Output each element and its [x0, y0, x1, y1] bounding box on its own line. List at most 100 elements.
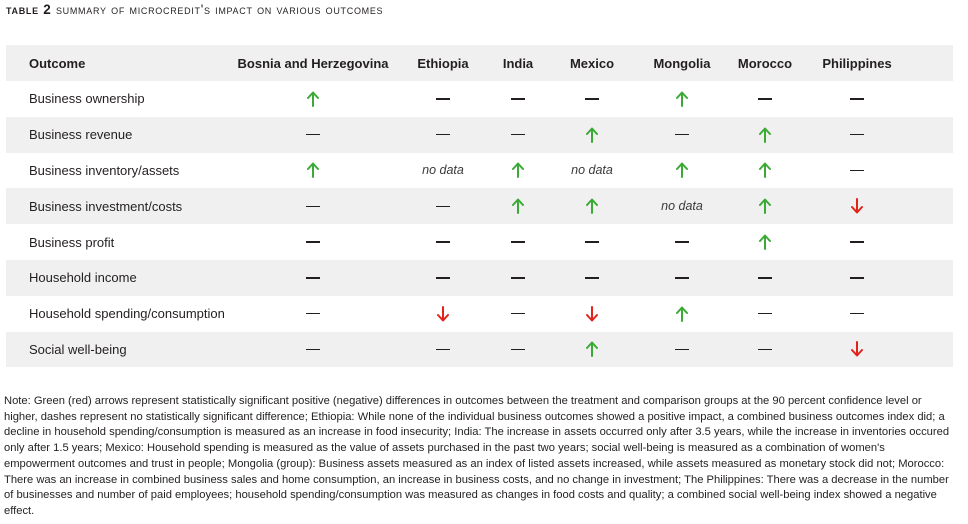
- no-effect-cell: [238, 260, 388, 296]
- dash-icon: [306, 348, 320, 351]
- table-row: Business investment/costs no data: [6, 188, 953, 225]
- impact-table: Outcome Bosnia and Herzegovina Ethiopia Ind…: [6, 45, 953, 368]
- dash-icon: [511, 312, 525, 315]
- dash-icon: [511, 241, 525, 243]
- dash-icon: [850, 312, 864, 315]
- up-arrow-icon: [759, 127, 771, 143]
- positive-effect-cell: [548, 117, 636, 153]
- no-effect-cell: [802, 117, 912, 153]
- down-arrow-icon: [851, 198, 863, 214]
- no-data-label: no data: [571, 163, 613, 178]
- no-effect-cell: [488, 81, 548, 117]
- no-effect-cell: [802, 260, 912, 296]
- no-effect-cell: [548, 260, 636, 296]
- no-data-cell: no data: [398, 153, 488, 189]
- dash-icon: [511, 134, 525, 136]
- positive-effect-cell: [548, 332, 636, 368]
- dash-icon: [850, 277, 864, 279]
- up-arrow-icon: [759, 234, 771, 251]
- down-arrow-icon: [437, 305, 449, 322]
- dash-icon: [850, 98, 864, 100]
- no-effect-cell: [728, 260, 802, 296]
- dash-icon: [436, 348, 450, 351]
- no-data-cell: no data: [636, 188, 728, 224]
- outcome-label: Household spending/consumption: [29, 306, 225, 322]
- no-effect-cell: [238, 117, 388, 153]
- up-arrow-icon: [676, 306, 688, 322]
- dash-icon: [758, 98, 772, 100]
- outcome-label: Business revenue: [29, 127, 133, 143]
- no-data-label: no data: [661, 199, 703, 214]
- positive-effect-cell: [636, 153, 728, 189]
- dash-icon: [675, 134, 689, 136]
- dash-icon: [436, 98, 450, 100]
- up-arrow-icon: [512, 198, 524, 215]
- up-arrow-icon: [586, 341, 598, 358]
- negative-effect-cell: [398, 296, 488, 332]
- no-effect-cell: [398, 224, 488, 260]
- dash-icon: [850, 134, 864, 136]
- no-effect-cell: [636, 224, 728, 260]
- up-arrow-icon: [307, 91, 319, 107]
- dash-icon: [675, 277, 689, 279]
- dash-icon: [758, 312, 772, 315]
- no-effect-cell: [728, 332, 802, 368]
- no-effect-cell: [488, 224, 548, 260]
- no-effect-cell: [488, 332, 548, 368]
- no-effect-cell: [636, 117, 728, 153]
- no-effect-cell: [802, 153, 912, 189]
- table-row: Social well-being: [6, 331, 953, 368]
- dash-icon: [306, 205, 320, 207]
- table-row: Business revenue: [6, 116, 953, 153]
- table-row: Business ownership: [6, 81, 953, 117]
- column-header: Bosnia and Herzegovina: [237, 55, 389, 71]
- dash-icon: [850, 241, 864, 243]
- no-effect-cell: [802, 81, 912, 117]
- dash-icon: [511, 348, 525, 351]
- dash-icon: [585, 241, 599, 243]
- positive-effect-cell: [636, 296, 728, 332]
- no-effect-cell: [488, 260, 548, 296]
- no-effect-cell: [398, 260, 488, 296]
- dash-icon: [758, 348, 772, 351]
- outcome-label: Social well-being: [29, 341, 127, 357]
- dash-icon: [436, 277, 450, 279]
- no-effect-cell: [488, 296, 548, 332]
- no-effect-cell: [238, 296, 388, 332]
- negative-effect-cell: [802, 332, 912, 368]
- outcome-label: Business profit: [29, 234, 115, 250]
- no-effect-cell: [238, 332, 388, 368]
- positive-effect-cell: [488, 153, 548, 189]
- up-arrow-icon: [586, 198, 598, 215]
- column-header: Mongolia: [653, 55, 711, 71]
- table-header-row: Outcome Bosnia and Herzegovina Ethiopia Ind…: [6, 45, 953, 81]
- up-arrow-icon: [676, 162, 688, 179]
- up-arrow-icon: [512, 162, 524, 179]
- dash-icon: [585, 98, 599, 100]
- no-effect-cell: [238, 224, 388, 260]
- positive-effect-cell: [728, 188, 802, 224]
- up-arrow-icon: [759, 198, 771, 215]
- positive-effect-cell: [238, 153, 388, 189]
- table-caption: table 2 summary of microcredit's impact …: [6, 2, 383, 17]
- column-header: Morocco: [737, 55, 793, 71]
- no-effect-cell: [728, 296, 802, 332]
- dash-icon: [675, 348, 689, 351]
- column-header: Outcome: [29, 55, 86, 71]
- no-effect-cell: [398, 332, 488, 368]
- column-header: India: [502, 55, 534, 71]
- table-row: Household spending/consumption: [6, 296, 953, 332]
- outcome-label: Business ownership: [29, 91, 145, 107]
- positive-effect-cell: [728, 117, 802, 153]
- outcome-label: Business inventory/assets: [29, 162, 180, 178]
- no-effect-cell: [548, 81, 636, 117]
- dash-icon: [850, 169, 864, 172]
- up-arrow-icon: [307, 162, 319, 179]
- up-arrow-icon: [676, 91, 688, 107]
- no-effect-cell: [548, 224, 636, 260]
- dash-icon: [306, 134, 320, 136]
- positive-effect-cell: [728, 224, 802, 260]
- positive-effect-cell: [636, 81, 728, 117]
- table-label: table 2: [6, 2, 52, 17]
- dash-icon: [306, 241, 320, 243]
